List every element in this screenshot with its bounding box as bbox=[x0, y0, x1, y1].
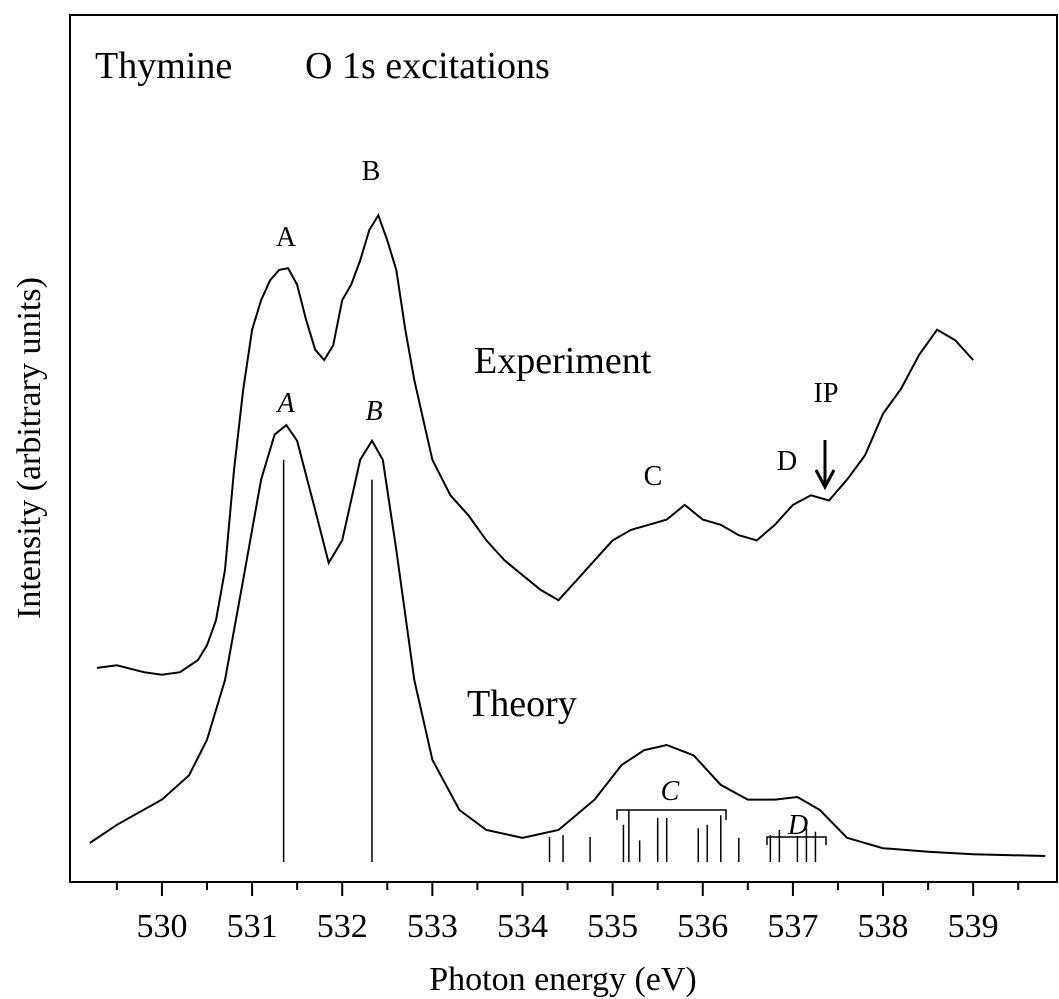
y-axis-label: Intensity (arbitrary units) bbox=[11, 277, 48, 619]
x-tick-label: 538 bbox=[858, 908, 909, 945]
annotation: Experiment bbox=[474, 340, 652, 382]
line-series bbox=[89, 423, 1046, 857]
annotation: D bbox=[777, 446, 797, 477]
arrow bbox=[814, 440, 836, 491]
x-axis-label: Photon energy (eV) bbox=[429, 961, 697, 998]
x-tick-label: 533 bbox=[407, 908, 458, 945]
x-tick-label: 530 bbox=[136, 908, 187, 945]
x-tick-label: 532 bbox=[317, 908, 368, 945]
annotation: A bbox=[276, 222, 297, 253]
annotation: Thymine bbox=[95, 45, 232, 87]
annotation: B bbox=[362, 156, 381, 187]
x-tick-label: 535 bbox=[587, 908, 638, 945]
x-tick-label: 531 bbox=[227, 908, 278, 945]
annotation: Theory bbox=[467, 683, 577, 725]
x-tick-label: 539 bbox=[948, 908, 999, 945]
bracket bbox=[766, 836, 827, 845]
x-tick-label: 537 bbox=[767, 908, 818, 945]
annotation: IP bbox=[814, 378, 839, 409]
annotation: C bbox=[661, 776, 680, 807]
plot-frame bbox=[69, 14, 1058, 883]
annotation: O 1s excitations bbox=[305, 45, 550, 87]
line-series bbox=[96, 212, 974, 676]
annotation: A bbox=[275, 388, 295, 419]
annotation: D bbox=[787, 810, 808, 841]
annotation: B bbox=[365, 396, 382, 427]
annotation: C bbox=[644, 461, 663, 492]
bracket bbox=[616, 809, 727, 820]
x-tick-label: 534 bbox=[497, 908, 548, 945]
x-tick-label: 536 bbox=[677, 908, 728, 945]
